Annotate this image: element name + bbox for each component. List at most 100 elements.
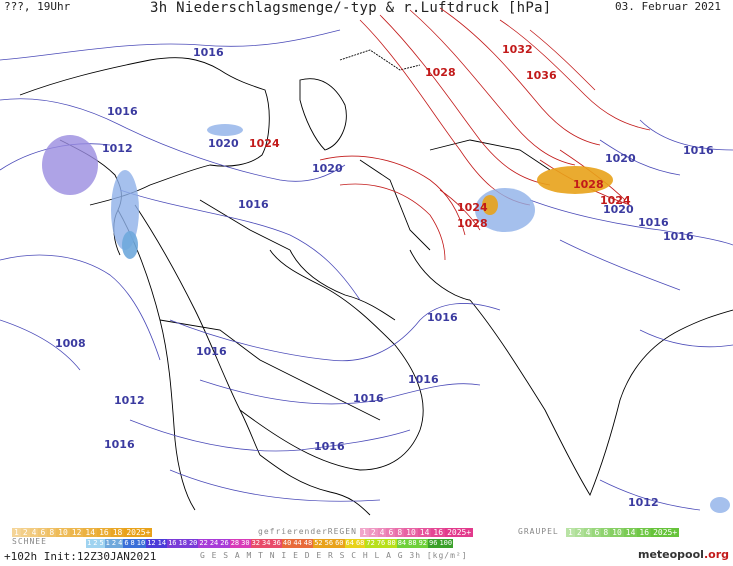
isobar-label: 1012 bbox=[628, 496, 659, 509]
isobar-label: 1020 bbox=[208, 137, 239, 150]
legend-swatch: 4 bbox=[29, 528, 39, 537]
model-run: +102h Init:12Z30JAN2021 bbox=[4, 550, 157, 563]
total-precip-scale: 1 2 5 1 2 4 6 8 10 12 14 16 18 20 22 24 26 28 30 32 34 36 40 44… bbox=[86, 539, 454, 548]
legend-swatch: 10 bbox=[135, 539, 147, 548]
meteopool-logo[interactable]: meteopool.org bbox=[638, 548, 729, 561]
isobar-label: 1028 bbox=[573, 178, 604, 191]
isobar-labels-blue: 1016 1016 1012 1020 1020 1016 1020 1016 … bbox=[55, 46, 714, 509]
isobar-label: 1020 bbox=[603, 203, 634, 216]
isobar-label: 1020 bbox=[605, 152, 636, 165]
legend-swatch: 72 bbox=[365, 539, 376, 548]
isobar-label: 1016 bbox=[683, 144, 714, 157]
legend-swatch: 6 bbox=[592, 528, 602, 537]
legend-swatch: 16 bbox=[167, 539, 178, 548]
legend-swatch: 4 bbox=[117, 539, 124, 548]
isobar-labels-red: 1024 1028 1032 1036 1024 1028 1028 1024 bbox=[249, 43, 631, 230]
legend-swatch: 10 bbox=[56, 528, 70, 537]
legend-swatch: 1 bbox=[566, 528, 575, 537]
legend-swatch: 100 bbox=[438, 539, 454, 548]
legend-swatch: 84 bbox=[396, 539, 408, 548]
legend-swatch: 26 bbox=[219, 539, 230, 548]
legend-swatch: 48 bbox=[302, 539, 314, 548]
legend-swatch: 14 bbox=[83, 528, 98, 537]
legend-swatch: 56 bbox=[323, 539, 335, 548]
legend-swatch: 52 bbox=[313, 539, 324, 548]
legend-swatch: 1 bbox=[86, 539, 93, 548]
legend-swatch: 4 bbox=[583, 528, 593, 537]
isobar-label: 1008 bbox=[55, 337, 86, 350]
legend-swatch: 2 bbox=[20, 528, 30, 537]
legend-swatch: 16 bbox=[637, 528, 652, 537]
legend-swatch: 1 bbox=[12, 528, 21, 537]
legend-swatch: 1 bbox=[104, 539, 111, 548]
isobar-label: 1016 bbox=[238, 198, 269, 211]
legend-swatch: 2 bbox=[92, 539, 99, 548]
weather-map: 1016 1016 1012 1020 1020 1016 1020 1016 … bbox=[0, 7, 733, 516]
legend-swatch: 80 bbox=[386, 539, 397, 548]
legend-swatch: 12 bbox=[69, 528, 84, 537]
isobar-label: 1016 bbox=[104, 438, 135, 451]
legend-swatch: 8 bbox=[601, 528, 611, 537]
legend-swatch: 30 bbox=[240, 539, 251, 548]
isobar-label: 1016 bbox=[353, 392, 384, 405]
total-precip-label: G E S A M T N I E D E R S C H L A G 3h [… bbox=[200, 551, 468, 560]
isobars-red bbox=[319, 7, 651, 261]
map-title: 3h Niederschlagsmenge/-typ & r.Luftdruck… bbox=[150, 0, 552, 16]
legend-swatch: 2025+ bbox=[651, 528, 680, 537]
graupel-label: GRAUPEL bbox=[518, 527, 559, 536]
legend-swatch: 14 bbox=[156, 539, 168, 548]
legend-swatch: 2025+ bbox=[445, 528, 474, 537]
legend-swatch: 8 bbox=[47, 528, 57, 537]
legend-swatch: 24 bbox=[208, 539, 220, 548]
logo-suffix: .org bbox=[703, 548, 729, 561]
legend-swatch: 10 bbox=[610, 528, 624, 537]
logo-name: meteopool bbox=[637, 548, 704, 561]
legend-swatch: 12 bbox=[146, 539, 157, 548]
freezing-rain-label: gefrierenderREGEN bbox=[258, 527, 357, 536]
legend-swatch: 2 bbox=[110, 539, 118, 548]
isobar-label: 1028 bbox=[457, 217, 488, 230]
legend-swatch: 76 bbox=[375, 539, 387, 548]
legend-swatch: 18 bbox=[177, 539, 188, 548]
isobar-label: 1012 bbox=[102, 142, 133, 155]
legend-swatch: 8 bbox=[129, 539, 136, 548]
legend-swatch: 10 bbox=[404, 528, 418, 537]
isobar-label: 1032 bbox=[502, 43, 533, 56]
freezing-rain-scale: 1 2 4 6 8 10 14 16 2025+ bbox=[360, 528, 474, 537]
isobar-label: 1024 bbox=[457, 201, 488, 214]
legend-swatch: 22 bbox=[198, 539, 209, 548]
isobar-label: 1016 bbox=[196, 345, 227, 358]
isobar-label: 1020 bbox=[312, 162, 343, 175]
graupel-scale: 1 2 4 6 8 10 14 16 2025+ bbox=[566, 528, 680, 537]
legend-swatch: 6 bbox=[38, 528, 48, 537]
isobars-blue bbox=[0, 29, 733, 511]
isobar-label: 1016 bbox=[193, 46, 224, 59]
isobar-label: 1016 bbox=[314, 440, 345, 453]
legend-swatch: 2 bbox=[574, 528, 584, 537]
isobar-label: 1028 bbox=[425, 66, 456, 79]
legend-swatch: 14 bbox=[417, 528, 432, 537]
legend-swatch: 44 bbox=[292, 539, 303, 548]
legend-swatch: 1 bbox=[360, 528, 369, 537]
legend-swatch: 92 bbox=[417, 539, 428, 548]
isobar-label: 1016 bbox=[408, 373, 439, 386]
legend-swatch: 8 bbox=[395, 528, 405, 537]
legend-swatch: 6 bbox=[123, 539, 130, 548]
legend-swatch: 34 bbox=[261, 539, 272, 548]
legend-swatch: 32 bbox=[250, 539, 261, 548]
legend-swatch: 60 bbox=[334, 539, 345, 548]
legend-swatch: 64 bbox=[344, 539, 355, 548]
legend-swatch: 6 bbox=[386, 528, 396, 537]
legend-swatch: 16 bbox=[97, 528, 111, 537]
legend-swatch: 68 bbox=[354, 539, 366, 548]
legend-swatch: 96 bbox=[428, 539, 439, 548]
legend-swatch: 2 bbox=[368, 528, 378, 537]
legend-swatch: 88 bbox=[407, 539, 418, 548]
isobar-label: 1016 bbox=[663, 230, 694, 243]
isobar-label: 1024 bbox=[600, 194, 631, 207]
isobar-label: 1016 bbox=[107, 105, 138, 118]
isobar-label: 1036 bbox=[526, 69, 557, 82]
isobar-label: 1024 bbox=[249, 137, 280, 150]
legend-swatch: 16 bbox=[431, 528, 446, 537]
